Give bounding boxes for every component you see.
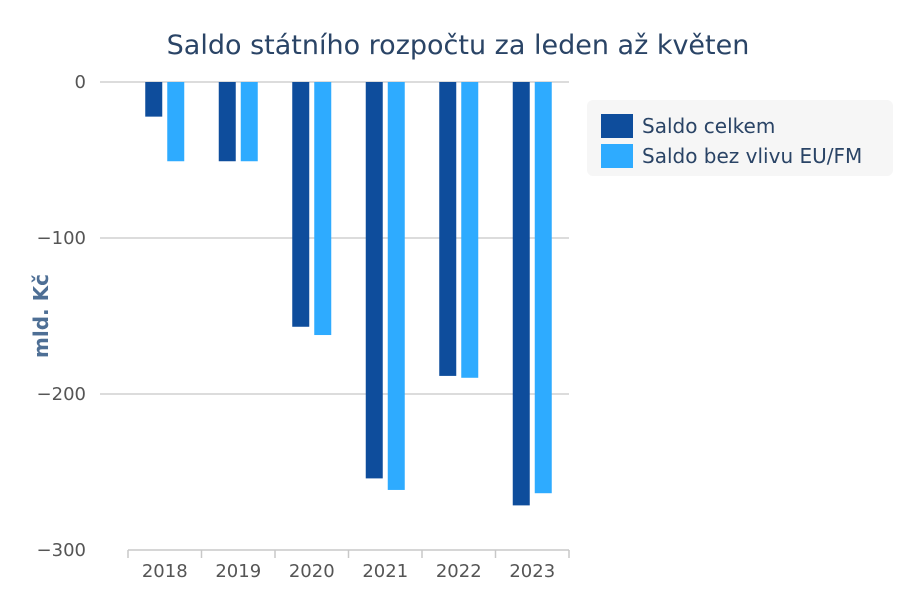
x-tick-label: 2021 bbox=[362, 561, 408, 582]
bar-2021-series-1 bbox=[365, 82, 383, 479]
bar-2021-series-2 bbox=[387, 82, 405, 490]
y-tick-label: −300 bbox=[37, 540, 86, 561]
x-tick-label: 2023 bbox=[509, 561, 555, 582]
legend: Saldo celkem Saldo bez vlivu EU/FM bbox=[587, 100, 893, 176]
bar-2020-series-1 bbox=[292, 82, 310, 327]
y-axis-label: mld. Kč bbox=[29, 274, 53, 358]
legend-label: Saldo celkem bbox=[642, 114, 775, 138]
legend-label: Saldo bez vlivu EU/FM bbox=[642, 144, 862, 168]
bar-2022-series-1 bbox=[439, 82, 457, 376]
bar-2023-series-2 bbox=[534, 82, 552, 494]
legend-swatch bbox=[601, 114, 633, 138]
chart-title: Saldo státního rozpočtu za leden až květ… bbox=[167, 30, 750, 61]
x-tick-label: 2022 bbox=[436, 561, 482, 582]
bar-2018-series-2 bbox=[167, 82, 185, 162]
legend-box bbox=[587, 100, 893, 176]
bars bbox=[145, 82, 552, 506]
x-tick-label: 2019 bbox=[215, 561, 261, 582]
bar-2019-series-2 bbox=[240, 82, 258, 162]
legend-swatch bbox=[601, 144, 633, 168]
bar-2023-series-1 bbox=[512, 82, 530, 506]
y-axis-ticks: 0 −100 −200 −300 bbox=[37, 72, 86, 561]
bar-2020-series-2 bbox=[314, 82, 332, 336]
bar-2019-series-1 bbox=[218, 82, 236, 162]
x-tick-label: 2018 bbox=[142, 561, 188, 582]
bar-2018-series-1 bbox=[145, 82, 163, 117]
y-tick-label: 0 bbox=[75, 72, 86, 93]
y-tick-label: −200 bbox=[37, 384, 86, 405]
bar-2022-series-2 bbox=[461, 82, 479, 378]
y-tick-label: −100 bbox=[37, 228, 86, 249]
x-tick-label: 2020 bbox=[289, 561, 335, 582]
x-axis: 2018 2019 2020 2021 2022 2023 bbox=[127, 549, 570, 582]
